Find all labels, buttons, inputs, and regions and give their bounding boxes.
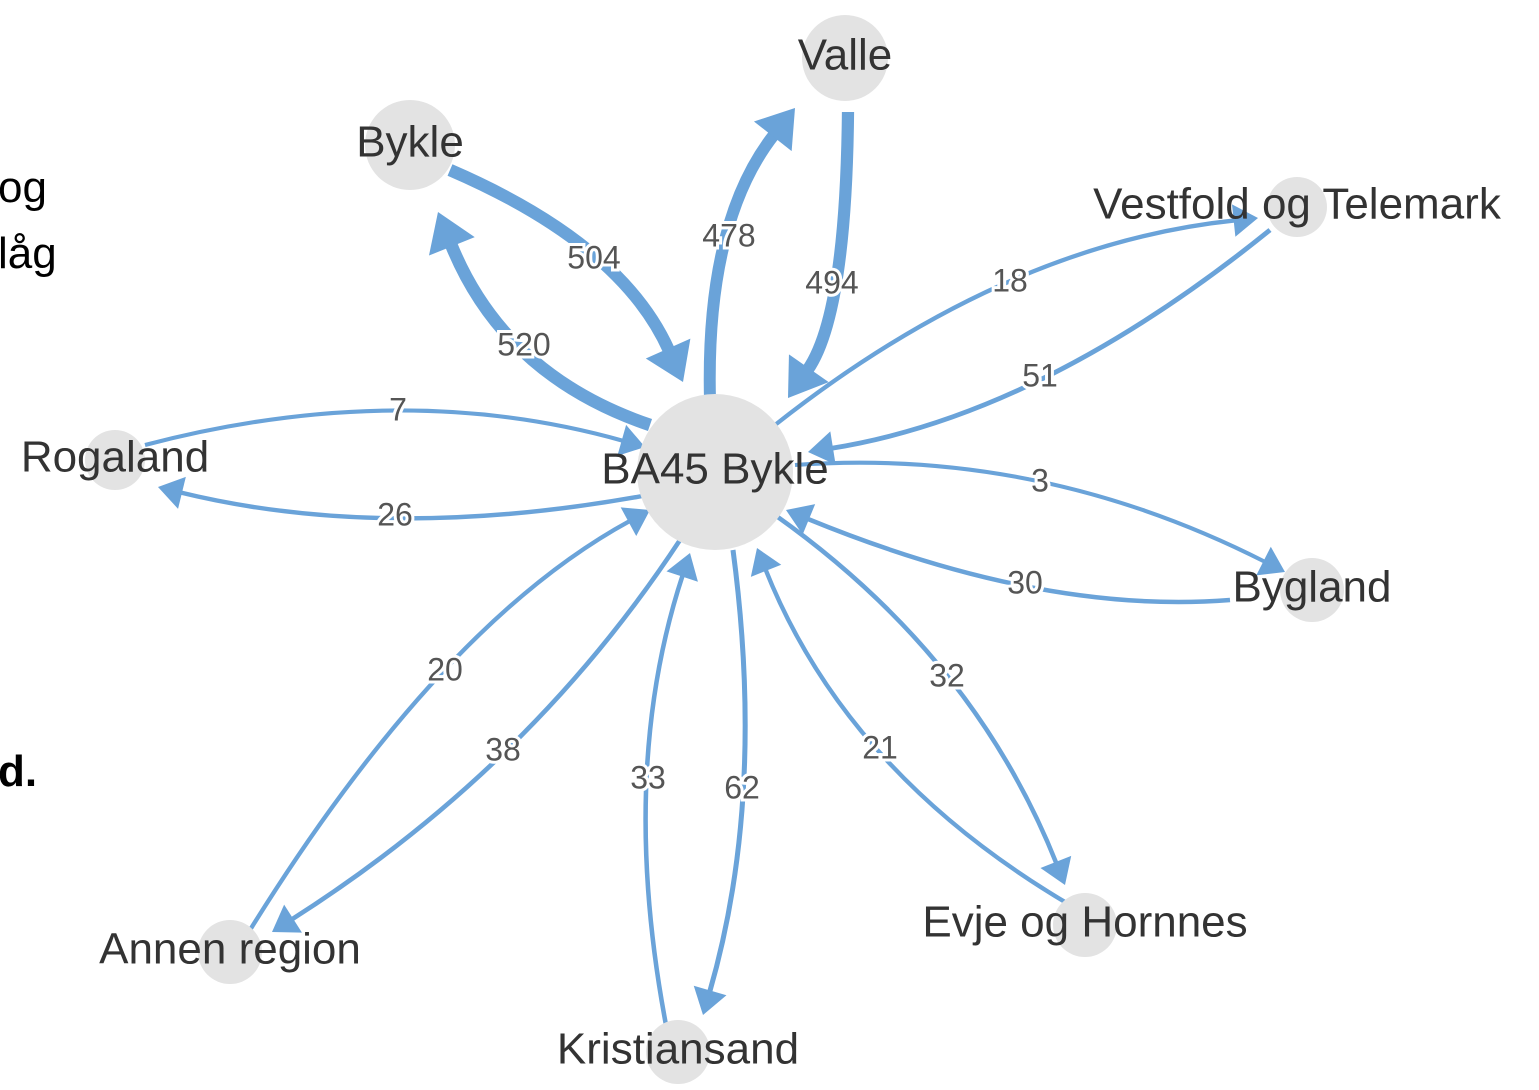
edge-label: 30: [1007, 564, 1043, 600]
edge-arrow: [750, 548, 782, 577]
edge-label: 504: [567, 239, 620, 275]
edge: [802, 111, 855, 374]
edge-label: 18: [992, 262, 1028, 298]
edge: [447, 164, 675, 353]
edge: [445, 242, 653, 431]
node-label: Kristiansand: [557, 1025, 799, 1074]
edge-label: 3: [1031, 462, 1049, 498]
edge: [794, 460, 1267, 564]
node-label: Evje og Hornnes: [922, 898, 1247, 947]
edge-arrow: [808, 431, 836, 465]
nodes: [85, 15, 1344, 1084]
edge-label: 33: [630, 759, 666, 795]
node: [365, 100, 455, 190]
edges: [144, 108, 1285, 1026]
edge: [830, 228, 1272, 451]
edge: [773, 513, 1059, 865]
edge-label: 38: [485, 731, 521, 767]
cropped-text: låg: [0, 229, 57, 278]
node-label: Bygland: [1232, 563, 1391, 612]
labels: BA45 Bykle Valle Bykle Vestfold og Telemark…: [21, 31, 1502, 1074]
edge-arrow: [620, 507, 650, 537]
node: [1053, 893, 1117, 957]
edge-label: 7: [389, 391, 407, 427]
node-label: Vestfold og Telemark: [1093, 180, 1502, 229]
node-label: BA45 Bykle: [601, 445, 828, 494]
node-label: Bykle: [356, 118, 464, 167]
edge-arrow: [645, 338, 691, 382]
node: [1280, 558, 1344, 622]
edge-label: 51: [1022, 357, 1058, 393]
edge-arrow: [788, 354, 829, 398]
edge: [703, 131, 779, 401]
edge-label: 494: [805, 264, 858, 300]
node: [637, 394, 793, 550]
edge-arrow: [428, 212, 475, 256]
edge: [707, 549, 748, 994]
edge-arrow: [617, 424, 645, 456]
edge-label: 32: [929, 657, 965, 693]
edge-label: 21: [862, 729, 898, 765]
node-label: Valle: [798, 31, 893, 80]
edge: [806, 516, 1231, 605]
edge-label: 20: [427, 651, 463, 687]
edge: [144, 408, 625, 447]
edge-label: 478: [702, 217, 755, 253]
edge: [763, 568, 1072, 907]
node-label: Rogaland: [21, 433, 209, 482]
node-label: Annen region: [99, 925, 361, 974]
edge-arrow: [666, 553, 698, 582]
node: [1267, 177, 1327, 237]
edge-arrow: [158, 476, 186, 509]
node: [85, 430, 145, 490]
edge: [179, 490, 649, 521]
node: [198, 920, 262, 984]
edge: [290, 538, 682, 922]
edge-label: 26: [377, 496, 413, 532]
edge-arrow: [693, 985, 727, 1015]
edge-label: 62: [724, 769, 760, 805]
cropped-text: og: [0, 163, 47, 212]
edge-arrow: [1231, 204, 1258, 237]
edge: [773, 218, 1236, 427]
cropped-text: d.: [0, 747, 37, 796]
edge-arrow: [753, 108, 795, 152]
edge: [643, 573, 686, 1026]
edge-arrow: [272, 904, 302, 933]
edge-arrow: [786, 504, 816, 535]
node: [802, 15, 888, 101]
edge-arrow: [1040, 855, 1072, 885]
edge-arrow: [1256, 546, 1285, 576]
node: [646, 1020, 710, 1084]
edge: [248, 518, 632, 932]
edge-label: 520: [497, 326, 550, 362]
